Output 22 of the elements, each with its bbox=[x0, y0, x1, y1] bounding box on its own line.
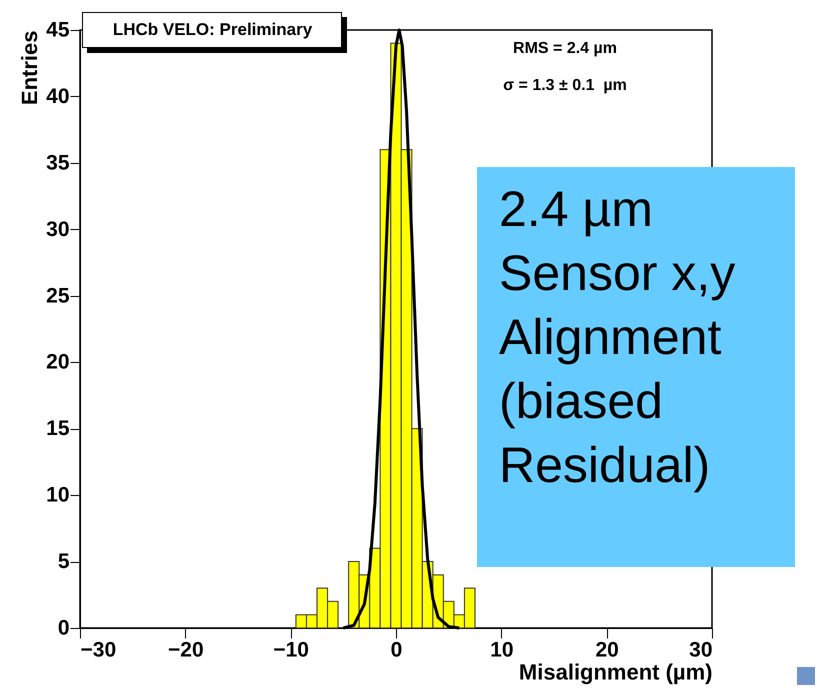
y-tick-label: 15 bbox=[46, 417, 70, 440]
y-tick-label: 35 bbox=[46, 151, 70, 174]
x-tick-label: 20 bbox=[595, 638, 619, 662]
y-tick-label: 30 bbox=[46, 218, 70, 241]
y-tick-label: 10 bbox=[46, 484, 70, 507]
annotation: RMS = 2.4 µm bbox=[512, 40, 618, 58]
annotation: 2.4 µm Sensor x,y Alignment (biased Residual) bbox=[477, 167, 795, 567]
x-tick-label: −10 bbox=[273, 638, 309, 662]
annotation: σ = 1.3 ± 0.1 µm bbox=[502, 77, 628, 95]
x-tick-label: 0 bbox=[390, 638, 402, 662]
y-tick-label: 25 bbox=[46, 284, 70, 308]
x-axis-title: Misalignment (µm) bbox=[518, 660, 712, 684]
y-tick-label: 40 bbox=[46, 84, 70, 108]
x-tick-label: 10 bbox=[490, 638, 514, 662]
y-tick-label: 5 bbox=[58, 550, 70, 574]
x-tick-label: 30 bbox=[689, 638, 712, 662]
y-tick-label: 20 bbox=[46, 350, 70, 374]
y-tick-label: 45 bbox=[46, 18, 70, 42]
x-tick-label: −30 bbox=[80, 638, 116, 662]
y-axis-title: Entries bbox=[17, 30, 42, 106]
y-tick-label: 0 bbox=[58, 616, 70, 640]
x-tick-label: −20 bbox=[168, 638, 204, 662]
